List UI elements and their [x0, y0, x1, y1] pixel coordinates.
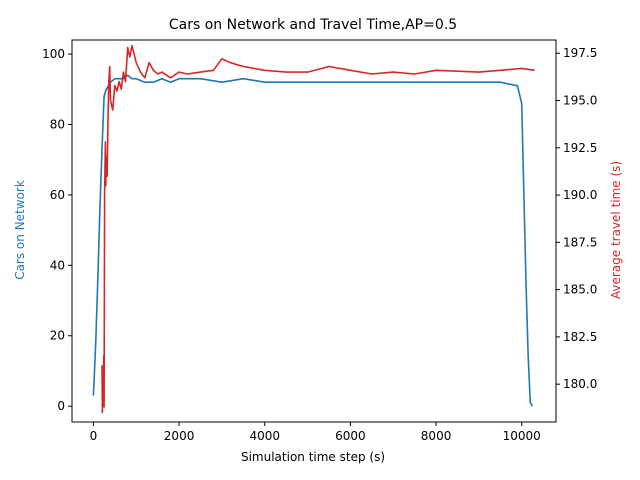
- y-right-tick-label: 190.0: [563, 188, 597, 202]
- x-tick-label: 0: [90, 429, 98, 443]
- x-tick-label: 8000: [421, 429, 452, 443]
- series-line-left: [92, 74, 534, 407]
- y-left-tick-label: 40: [50, 258, 65, 272]
- y-axis-left-title: Cars on Network: [13, 180, 27, 280]
- x-tick-label: 6000: [335, 429, 366, 443]
- x-tick-label: 2000: [164, 429, 195, 443]
- y-left-tick-label: 100: [42, 47, 65, 61]
- x-tick-label: 10000: [503, 429, 541, 443]
- y-right-tick-label: 185.0: [563, 283, 597, 297]
- y-left-tick-label: 60: [50, 188, 65, 202]
- y-right-tick-label: 187.5: [563, 235, 597, 249]
- y-right-tick-label: 197.5: [563, 46, 597, 60]
- y-axis-right-title: Average travel time (s): [609, 161, 623, 299]
- y-right-tick-label: 192.5: [563, 141, 597, 155]
- chart-title: Cars on Network and Travel Time,AP=0.5: [169, 17, 457, 33]
- y-right-tick-label: 182.5: [563, 330, 597, 344]
- x-axis-title: Simulation time step (s): [241, 450, 385, 464]
- plot-frame: [71, 39, 557, 423]
- y-left-tick-label: 80: [50, 117, 65, 131]
- y-left-tick-label: 0: [57, 399, 65, 413]
- x-tick-label: 4000: [249, 429, 280, 443]
- series-line-right: [101, 44, 535, 414]
- y-left-tick-label: 20: [50, 329, 65, 343]
- y-right-tick-label: 195.0: [563, 94, 597, 108]
- y-right-tick-label: 180.0: [563, 377, 597, 391]
